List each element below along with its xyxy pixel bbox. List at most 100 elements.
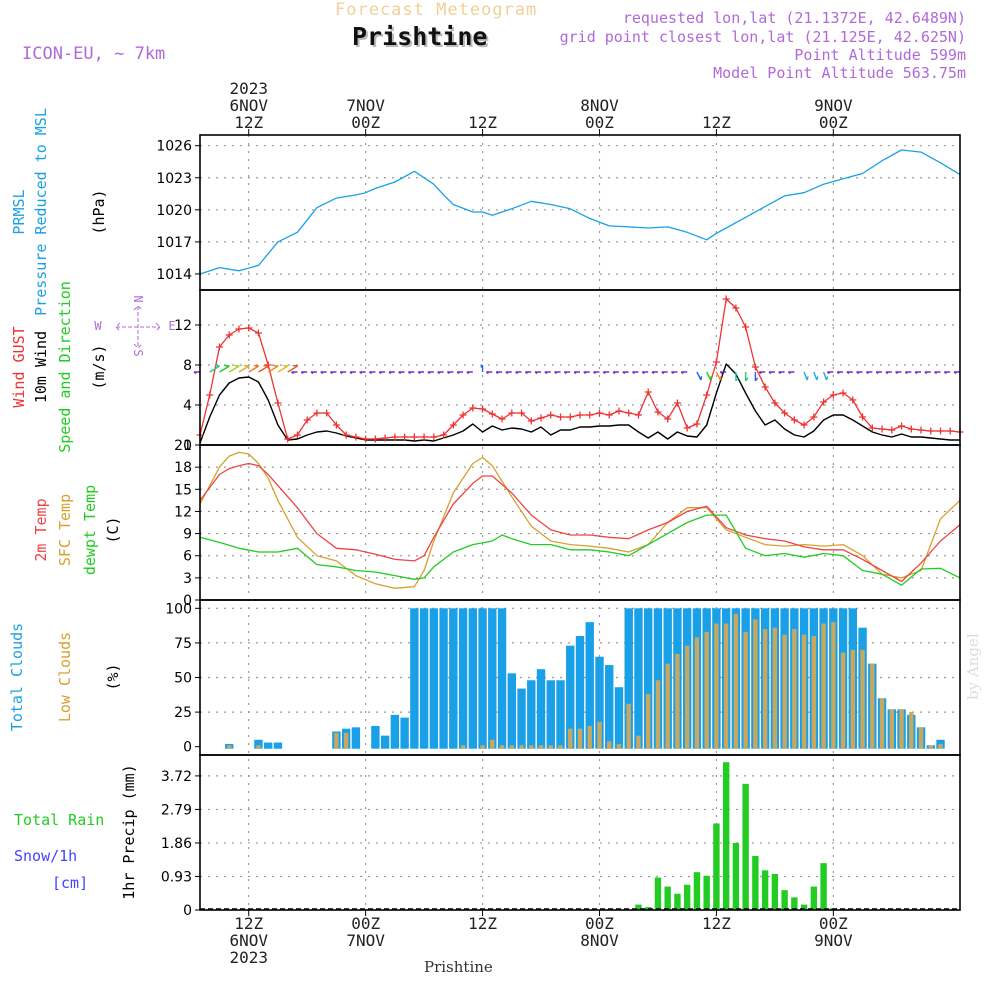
gust-marker <box>449 421 457 429</box>
wind-direction-arrow <box>924 371 931 375</box>
wind-direction-arrow <box>754 372 759 382</box>
gust-label: Wind GUST <box>10 326 28 407</box>
wind-direction-arrow <box>706 371 712 381</box>
y-tick-label: 1.86 <box>161 836 192 852</box>
wind-direction-arrow <box>865 371 873 375</box>
wind-direction-arrow <box>914 371 922 375</box>
wind-direction-arrow <box>671 371 678 375</box>
model-label: ICON-EU, ~ 7km <box>22 44 166 64</box>
rain-bar <box>810 886 818 910</box>
low-cloud-bar <box>714 623 719 749</box>
rain-bar <box>771 873 779 910</box>
low-cloud-bar <box>684 645 690 749</box>
gust-marker <box>634 411 642 419</box>
gust-marker <box>576 411 584 419</box>
low-cloud-bar <box>558 745 563 749</box>
gust-marker <box>293 431 301 439</box>
wind-direction-arrow <box>943 371 951 375</box>
time-label-top: 12Z <box>702 113 731 132</box>
gust-marker <box>225 331 233 339</box>
wind-direction-arrow <box>758 371 766 375</box>
gust-marker <box>693 420 701 428</box>
subtitle: Forecast Meteogram <box>335 0 538 20</box>
y-tick-label: 3.72 <box>161 769 192 785</box>
rain-bar <box>635 904 642 910</box>
total-cloud-bar <box>605 665 614 749</box>
total-cloud-bar <box>380 735 390 749</box>
y-tick-label: 18 <box>174 460 192 476</box>
wind-direction-arrow <box>485 371 493 375</box>
time-label-top: 00Z <box>351 113 380 132</box>
compass-east: E <box>168 319 175 333</box>
wind-direction-arrow <box>515 371 522 375</box>
total-cloud-bar <box>507 673 516 749</box>
total-cloud-bar <box>497 608 507 749</box>
gust-marker <box>712 358 720 366</box>
low-cloud-bar <box>821 623 826 749</box>
wind-direction-arrow <box>398 371 405 375</box>
rain-bar <box>761 870 769 910</box>
rain-bar <box>683 884 691 910</box>
watermark: by Angel <box>964 633 982 700</box>
low-cloud-bar <box>509 745 514 749</box>
wind-direction-arrow <box>349 371 356 375</box>
time-label-bottom: 00Z <box>351 914 380 933</box>
compass-north: N <box>131 295 145 302</box>
gust-marker <box>917 426 925 434</box>
gust-marker <box>732 304 740 312</box>
gust-marker <box>284 435 292 443</box>
low-cloud-bar <box>733 613 739 749</box>
time-label-bottom: 9NOV <box>814 931 853 950</box>
gust-marker <box>488 410 496 418</box>
wind-direction-arrow <box>310 371 317 375</box>
wind-direction-arrow <box>846 371 853 375</box>
low-cloud-bar <box>743 631 748 749</box>
gust-marker <box>898 422 906 430</box>
low-cloud-bar <box>909 712 914 749</box>
low-cloud-bar <box>227 745 232 749</box>
gust-marker <box>839 389 847 397</box>
time-label-bottom: 12Z <box>234 914 263 933</box>
gust-marker <box>235 325 243 333</box>
time-label-bottom: 6NOV <box>229 931 268 950</box>
gust-marker <box>829 391 837 399</box>
wind-direction-arrow <box>875 371 883 375</box>
wind-direction-arrow <box>495 371 503 375</box>
total-cloud-bar <box>644 608 653 749</box>
low-cloud-bar <box>636 735 641 749</box>
gust-marker <box>595 409 603 417</box>
time-label-top: 00Z <box>819 113 848 132</box>
y-tick-label: 15 <box>174 482 192 498</box>
dewpt-label: dewpt Temp <box>81 485 99 575</box>
wind-direction-arrow <box>267 364 279 373</box>
gust-marker <box>401 433 409 441</box>
total-cloud-bar <box>527 680 536 749</box>
y-tick-label: 25 <box>174 705 192 721</box>
wind-direction-arrow <box>768 371 775 375</box>
low-cloud-bar <box>334 732 339 749</box>
total-cloud-bar <box>351 727 361 749</box>
gust-marker <box>820 398 828 406</box>
low-cloud-bar <box>918 727 924 749</box>
gust-marker <box>937 427 945 435</box>
wind-direction-label: Speed and Direction <box>56 281 74 453</box>
rain-bar <box>742 783 749 910</box>
gust-marker <box>615 407 623 415</box>
time-label-top: 00Z <box>585 113 614 132</box>
total-cloud-bar <box>575 635 585 749</box>
low-cloud-bar <box>831 622 836 749</box>
gust-marker <box>332 421 340 429</box>
clouds-unit: (%) <box>104 663 122 690</box>
gust-marker <box>547 411 555 419</box>
total-cloud-bar <box>624 608 633 749</box>
sfc-temp-label: SFC Temp <box>56 494 74 566</box>
gust-marker <box>888 426 896 434</box>
wind-direction-arrow <box>437 371 444 375</box>
gust-marker <box>761 383 769 391</box>
wind-direction-arrow <box>735 372 739 382</box>
y-tick-label: 6 <box>183 549 192 565</box>
gust-marker <box>644 388 652 396</box>
gust-marker <box>800 421 808 429</box>
gust-marker <box>254 329 262 337</box>
low-cloud-bar <box>694 637 700 749</box>
